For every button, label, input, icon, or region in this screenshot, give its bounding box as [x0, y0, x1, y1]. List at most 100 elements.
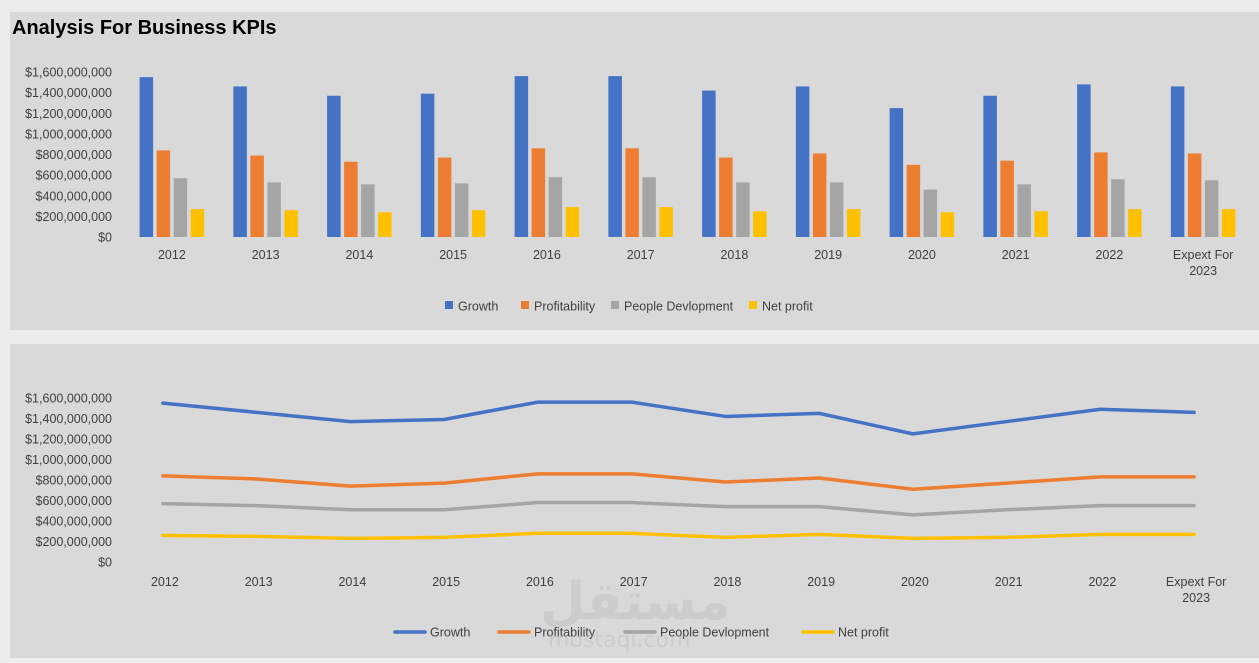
bar-profitability-3	[437, 157, 452, 237]
x-tick-label-line-8: 2020	[901, 575, 929, 589]
bar-net-profit-10	[1128, 209, 1142, 237]
bar-profitability-11	[1187, 153, 1202, 237]
bar-legend-label-1: Profitability	[534, 300, 596, 314]
line-y-tick-label-0: $0	[98, 556, 112, 570]
bar-legend-swatch-2	[611, 301, 619, 309]
bar-growth-3	[420, 93, 435, 237]
line-y-tick-label-6: $1,200,000,000	[25, 433, 112, 447]
x-tick-label-bar-11: Expext For	[1173, 248, 1233, 262]
line-legend-label-3: Net profit	[838, 626, 889, 640]
x-tick-label-line-0: 2012	[151, 575, 179, 589]
bar-growth-4	[514, 76, 529, 237]
x-tick-label-line-6: 2018	[713, 575, 741, 589]
line-y-tick-label-4: $800,000,000	[36, 474, 113, 488]
x-tick-label-line-7: 2019	[807, 575, 835, 589]
bar-people-devlopment-6	[736, 182, 750, 237]
bar-people-devlopment-10	[1111, 179, 1125, 237]
line-y-tick-label-5: $1,000,000,000	[25, 453, 112, 467]
bar-growth-7	[795, 86, 810, 237]
bar-y-tick-label-6: $1,200,000,000	[25, 107, 112, 121]
line-y-tick-label-7: $1,400,000,000	[25, 412, 112, 426]
line-legend-label-1: Profitability	[534, 626, 596, 640]
x-tick-label-bar-0: 2012	[158, 248, 186, 262]
x-tick-label-bar-11-line2: 2023	[1189, 264, 1217, 278]
bar-people-devlopment-9	[1017, 184, 1031, 237]
x-tick-label-line-4: 2016	[526, 575, 554, 589]
bar-growth-0	[139, 77, 154, 237]
x-tick-label-line-3: 2015	[432, 575, 460, 589]
bar-people-devlopment-4	[548, 177, 563, 237]
bar-people-devlopment-3	[454, 183, 469, 237]
x-tick-label-bar-1: 2013	[252, 248, 280, 262]
x-tick-label-bar-2: 2014	[345, 248, 373, 262]
bar-net-profit-9	[1034, 211, 1048, 237]
bar-people-devlopment-5	[642, 177, 656, 237]
x-tick-label-line-5: 2017	[620, 575, 648, 589]
bar-growth-6	[702, 90, 716, 237]
bar-legend-label-3: Net profit	[762, 300, 813, 314]
bar-y-tick-label-1: $200,000,000	[36, 210, 113, 224]
bar-net-profit-0	[190, 209, 205, 237]
chart-title: Analysis For Business KPIs	[12, 17, 277, 39]
bar-people-devlopment-2	[361, 184, 375, 237]
x-tick-label-bar-9: 2021	[1002, 248, 1030, 262]
bar-net-profit-8	[940, 212, 955, 237]
bar-people-devlopment-11	[1204, 180, 1219, 237]
bar-profitability-8	[906, 164, 921, 237]
bar-net-profit-11	[1221, 209, 1236, 237]
x-tick-label-bar-4: 2016	[533, 248, 561, 262]
x-tick-label-line-11: Expext For	[1166, 575, 1226, 589]
bar-net-profit-3	[471, 210, 486, 237]
line-y-tick-label-8: $1,600,000,000	[25, 392, 112, 406]
bar-growth-5	[608, 76, 622, 237]
bar-profitability-2	[344, 161, 358, 237]
bar-net-profit-7	[846, 209, 861, 237]
x-tick-label-bar-10: 2022	[1095, 248, 1123, 262]
bar-people-devlopment-8	[923, 189, 938, 237]
line-growth	[161, 400, 1196, 436]
line-legend-label-2: People Devlopment	[660, 626, 770, 640]
bar-profitability-1	[250, 155, 264, 237]
bar-growth-11	[1170, 86, 1185, 237]
x-tick-label-bar-7: 2019	[814, 248, 842, 262]
x-tick-label-bar-8: 2020	[908, 248, 936, 262]
bar-y-tick-label-4: $800,000,000	[36, 148, 113, 162]
line-y-tick-label-1: $200,000,000	[36, 535, 113, 549]
bar-legend-label-2: People Devlopment	[624, 300, 734, 314]
bar-net-profit-1	[284, 210, 298, 237]
bar-profitability-5	[625, 148, 639, 237]
bar-people-devlopment-1	[267, 182, 281, 237]
x-tick-label-line-1: 2013	[245, 575, 273, 589]
bar-y-tick-label-0: $0	[98, 231, 112, 245]
bar-profitability-0	[156, 150, 171, 237]
bar-profitability-4	[531, 148, 546, 237]
bar-net-profit-4	[565, 207, 580, 237]
line-net-profit	[161, 531, 1196, 541]
bar-net-profit-6	[753, 211, 767, 237]
line-y-tick-label-2: $400,000,000	[36, 515, 113, 529]
bar-legend-swatch-0	[445, 301, 453, 309]
bar-y-tick-label-8: $1,600,000,000	[25, 66, 112, 80]
bar-legend-label-0: Growth	[458, 300, 498, 314]
bar-net-profit-5	[659, 207, 673, 237]
x-tick-label-line-9: 2021	[995, 575, 1023, 589]
line-legend-label-0: Growth	[430, 626, 470, 640]
x-tick-label-line-2: 2014	[338, 575, 366, 589]
bar-growth-9	[983, 95, 997, 237]
line-profitability	[161, 472, 1196, 491]
bar-people-devlopment-7	[829, 182, 844, 237]
line-y-tick-label-3: $600,000,000	[36, 494, 113, 508]
bar-y-tick-label-3: $600,000,000	[36, 169, 113, 183]
bar-legend-swatch-1	[521, 301, 529, 309]
bar-growth-1	[233, 86, 247, 237]
x-tick-label-bar-3: 2015	[439, 248, 467, 262]
bar-net-profit-2	[378, 212, 392, 237]
bar-y-tick-label-2: $400,000,000	[36, 189, 113, 203]
bar-profitability-7	[812, 153, 827, 237]
bar-profitability-10	[1094, 152, 1108, 237]
bar-legend-swatch-3	[749, 301, 757, 309]
bar-growth-8	[889, 108, 904, 237]
bar-people-devlopment-0	[173, 178, 188, 237]
bar-profitability-6	[719, 157, 733, 237]
